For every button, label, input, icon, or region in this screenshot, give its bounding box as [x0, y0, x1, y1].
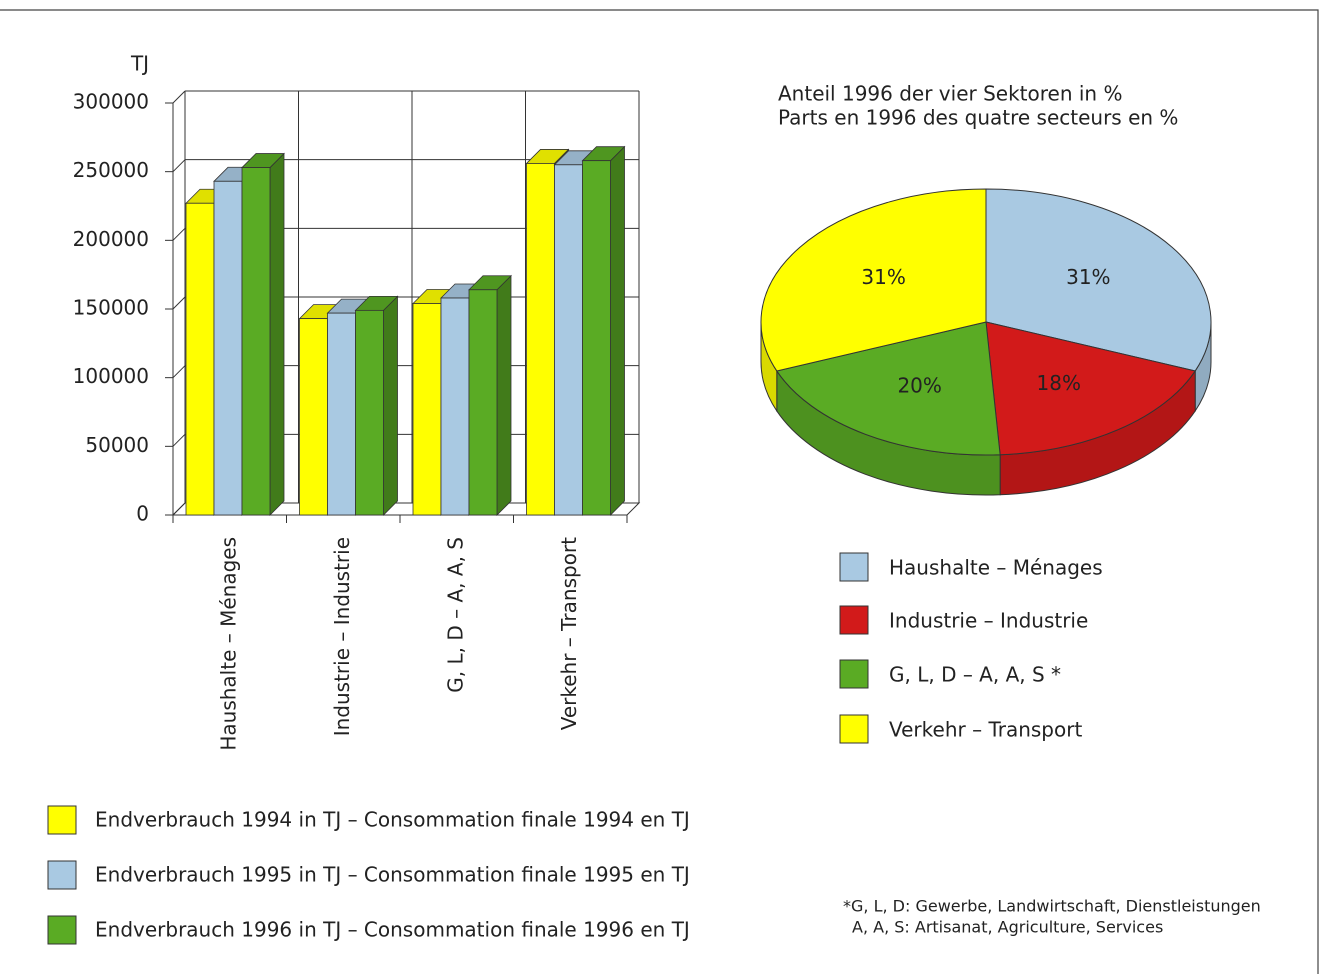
legend-label: Haushalte – Ménages: [889, 556, 1103, 580]
bar-side: [383, 295, 398, 516]
bar: [440, 297, 470, 516]
legend-swatch: [47, 805, 77, 835]
legend-swatch: [839, 714, 869, 744]
footnote: *G, L, D: Gewerbe, Landwirtschaft, Diens…: [843, 897, 1261, 916]
legend-swatch: [839, 659, 869, 689]
pie-label: 18%: [1037, 371, 1081, 395]
y-tick-label: 50000: [85, 433, 149, 457]
bar: [213, 180, 243, 516]
grid-line: [172, 227, 186, 241]
bar: [355, 309, 384, 516]
bar: [526, 163, 555, 516]
bar: [185, 202, 215, 516]
legend-swatch: [47, 915, 77, 945]
y-tick-label: 200000: [73, 227, 149, 251]
pie-slice: [775, 321, 1001, 456]
bar: [327, 312, 356, 516]
y-tick-label: 250000: [73, 158, 149, 182]
legend-label: Industrie – Industrie: [889, 609, 1088, 633]
x-tick-label: Industrie – Industrie: [330, 537, 354, 736]
y-tick-label: 100000: [73, 364, 149, 388]
pie-slice: [985, 321, 1197, 456]
frame: [0, 9, 1319, 974]
footnote: A, A, S: Artisanat, Agriculture, Service…: [852, 918, 1163, 937]
pie-title: Parts en 1996 des quatre secteurs en %: [778, 106, 1178, 130]
x-tick-label: Verkehr – Transport: [557, 537, 581, 730]
bar-side: [610, 145, 625, 516]
pie-label: 20%: [897, 374, 941, 398]
bar: [299, 318, 328, 516]
bar: [412, 303, 442, 516]
bar: [468, 289, 498, 516]
bar: [554, 164, 583, 516]
legend-swatch: [839, 552, 869, 582]
pie-slice: [760, 188, 987, 372]
legend-label: Endverbrauch 1995 in TJ – Consommation f…: [95, 863, 690, 887]
legend-swatch: [839, 605, 869, 635]
legend-swatch: [47, 860, 77, 890]
pie-title: Anteil 1996 der vier Sektoren in %: [778, 82, 1122, 106]
grid-line: [172, 502, 186, 516]
pie-slice: [985, 188, 1212, 372]
legend-label: Endverbrauch 1994 in TJ – Consommation f…: [95, 808, 690, 832]
y-tick-label: 0: [136, 502, 149, 526]
bar-side: [496, 274, 512, 516]
grid-line: [172, 159, 186, 173]
bar-side: [269, 152, 285, 516]
legend-label: G, L, D – A, A, S *: [889, 663, 1061, 687]
x-tick-label: G, L, D – A, A, S: [443, 537, 467, 693]
bar: [582, 160, 611, 516]
y-axis-label: TJ: [130, 52, 149, 76]
y-tick-label: 300000: [73, 90, 149, 114]
legend-label: Verkehr – Transport: [889, 718, 1082, 742]
grid-line: [172, 365, 186, 379]
y-tick-label: 150000: [73, 296, 149, 320]
x-tick-label: Haushalte – Ménages: [216, 537, 240, 751]
bar: [241, 167, 271, 516]
legend-label: Endverbrauch 1996 in TJ – Consommation f…: [95, 918, 690, 942]
grid-line: [172, 296, 186, 310]
grid-line: [172, 433, 186, 447]
grid-line: [172, 90, 186, 104]
pie-label: 31%: [1066, 265, 1110, 289]
pie-label: 31%: [861, 265, 905, 289]
